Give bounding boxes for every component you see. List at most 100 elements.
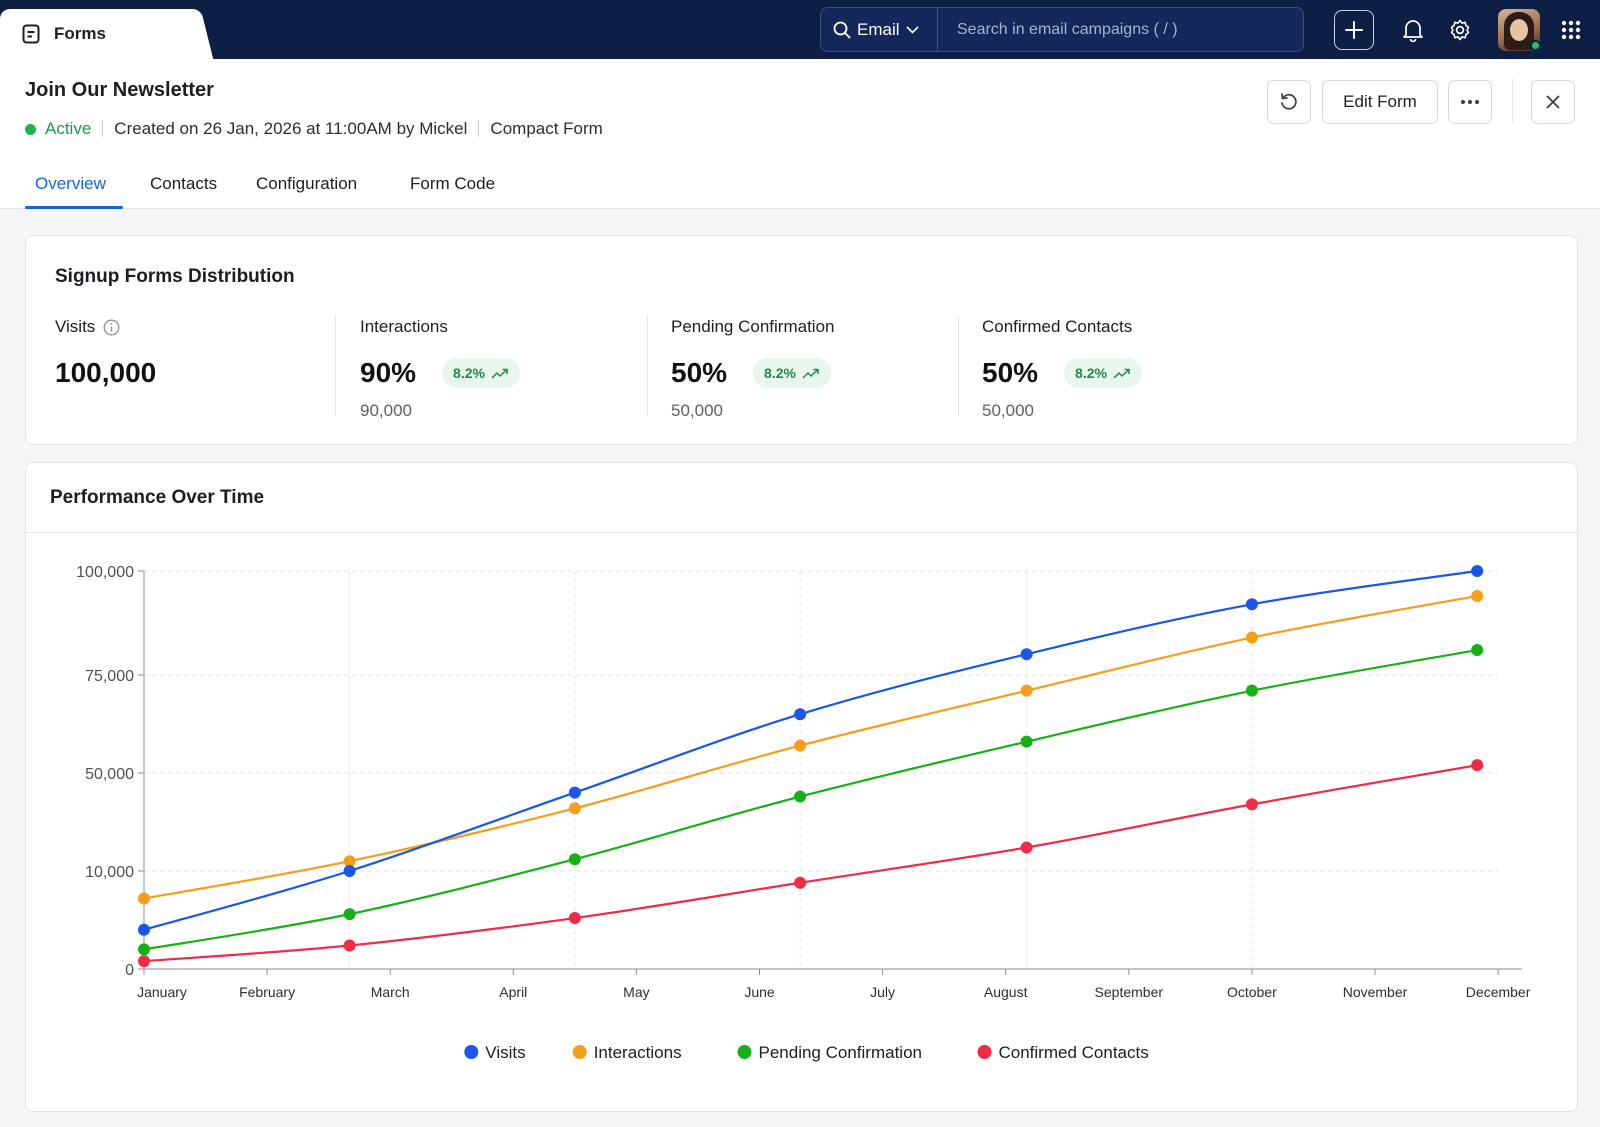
x-tick-label: June (744, 984, 775, 1000)
user-avatar[interactable] (1498, 9, 1540, 51)
trending-up-icon (802, 368, 819, 379)
data-point-visits (1020, 648, 1033, 661)
y-tick-label: 75,000 (85, 668, 134, 685)
data-point-confirmed-contacts (1020, 841, 1033, 854)
trending-up-icon (491, 368, 508, 379)
data-point-pending-confirmation (1245, 684, 1258, 697)
edit-form-button[interactable]: Edit Form (1322, 80, 1438, 124)
add-button[interactable] (1334, 10, 1374, 50)
stat-divider (335, 316, 336, 416)
tab-label: Overview (35, 174, 106, 193)
x-tick-label: February (239, 984, 295, 1000)
x-tick-label: March (371, 984, 410, 1000)
trending-up-icon (1113, 368, 1130, 379)
info-icon[interactable] (103, 319, 120, 336)
trend-badge-value: 8.2% (764, 365, 796, 381)
performance-title: Performance Over Time (50, 487, 265, 508)
data-point-pending-confirmation (568, 853, 581, 866)
x-tick-label: November (1343, 984, 1408, 1000)
stat-sub: 50,000 (982, 401, 1034, 420)
legend-label-confirmed-contacts: Confirmed Contacts (999, 1043, 1149, 1062)
data-point-visits (1471, 565, 1484, 577)
data-point-interactions (568, 802, 581, 815)
search-icon (833, 21, 851, 39)
tab-configuration[interactable]: Configuration (225, 159, 380, 209)
x-tick-label: December (1466, 984, 1531, 1000)
chevron-down-icon (905, 25, 919, 34)
meta-divider (102, 121, 104, 137)
stat-value: 50% (982, 357, 1039, 388)
plus-icon (1345, 21, 1363, 39)
data-point-visits (1245, 598, 1258, 611)
legend-label-pending-confirmation: Pending Confirmation (759, 1043, 922, 1062)
x-tick-label: October (1227, 984, 1277, 1000)
stat-value: 100,000 (55, 357, 157, 388)
data-point-confirmed-contacts (1471, 759, 1484, 772)
data-point-visits (138, 923, 150, 936)
y-tick-label: 50,000 (85, 766, 134, 783)
data-point-interactions (138, 892, 150, 905)
data-point-confirmed-contacts (1245, 798, 1258, 811)
data-point-pending-confirmation (1020, 735, 1033, 748)
data-point-interactions (794, 739, 807, 752)
data-point-interactions (1471, 589, 1484, 602)
data-point-pending-confirmation (343, 908, 356, 921)
page-title: Join Our Newsletter (25, 79, 214, 101)
stat-sub: 50,000 (671, 401, 723, 420)
close-icon (1546, 95, 1560, 109)
data-point-confirmed-contacts (138, 955, 150, 968)
search-input[interactable] (938, 8, 1303, 51)
tab-form-code[interactable]: Form Code (380, 159, 520, 209)
legend-marker-visits (464, 1045, 479, 1059)
apps-grid-button[interactable] (1557, 16, 1585, 44)
more-options-button[interactable] (1448, 80, 1492, 124)
legend-marker-confirmed-contacts (977, 1045, 992, 1059)
tab-contacts[interactable]: Contacts (123, 159, 225, 209)
x-tick-label: September (1095, 984, 1164, 1000)
form-type: Compact Form (490, 119, 603, 138)
more-horizontal-icon (1461, 100, 1479, 104)
stat-label: Confirmed Contacts (982, 317, 1133, 336)
trend-badge-value: 8.2% (1075, 365, 1107, 381)
trend-badge: 8.2% (753, 358, 831, 388)
tab-label: Form Code (410, 174, 496, 193)
x-tick-label: April (499, 984, 527, 1000)
tab-label: Contacts (150, 174, 218, 193)
app-tab-title: Forms (54, 24, 106, 43)
data-point-interactions (1245, 631, 1258, 644)
bell-icon (1403, 20, 1423, 42)
trend-badge-value: 8.2% (453, 365, 485, 381)
status-badge: Active (45, 119, 92, 138)
search-scope-dropdown[interactable]: Email (821, 8, 938, 51)
search-scope-label: Email (857, 19, 900, 39)
stat-interactions: Interactions 90% 8.2% 90,000 (360, 316, 520, 421)
stat-label: Visits (55, 317, 96, 336)
top-bar: Forms Email (0, 0, 1600, 59)
data-point-visits (794, 708, 807, 721)
status-dot (25, 123, 36, 135)
created-info: Created on 26 Jan, 2026 at 11:00AM by Mi… (114, 119, 468, 138)
trend-badge: 8.2% (1064, 358, 1142, 388)
x-tick-label: August (984, 984, 1028, 1000)
series-line-visits (143, 569, 1478, 931)
close-button[interactable] (1531, 80, 1575, 124)
stat-value: 50% (671, 357, 728, 388)
legend-marker-pending-confirmation (737, 1045, 752, 1059)
settings-button[interactable] (1446, 16, 1474, 44)
performance-line-chart: 0 10,000 50,000 75,000 100,000 January Februar… (76, 564, 1531, 1062)
stat-label: Interactions (360, 317, 448, 336)
data-point-pending-confirmation (1471, 644, 1484, 657)
stat-visits: Visits 100,000 (55, 316, 156, 391)
trend-badge: 8.2% (442, 358, 520, 388)
notifications-button[interactable] (1399, 16, 1427, 44)
stat-divider (647, 316, 648, 416)
refresh-button[interactable] (1267, 80, 1311, 124)
data-point-confirmed-contacts (343, 939, 356, 952)
distribution-title: Signup Forms Distribution (55, 266, 295, 287)
tab-overview[interactable]: Overview (25, 159, 123, 209)
form-icon (22, 24, 40, 44)
form-header: Join Our Newsletter Active Created on 26… (0, 59, 1600, 209)
app-tab-forms[interactable]: Forms (0, 9, 198, 59)
tab-bar: Overview Contacts Configuration Form Cod… (25, 159, 520, 209)
performance-card: Performance Over Time 0 10,000 50,000 75,00… (25, 462, 1578, 1112)
